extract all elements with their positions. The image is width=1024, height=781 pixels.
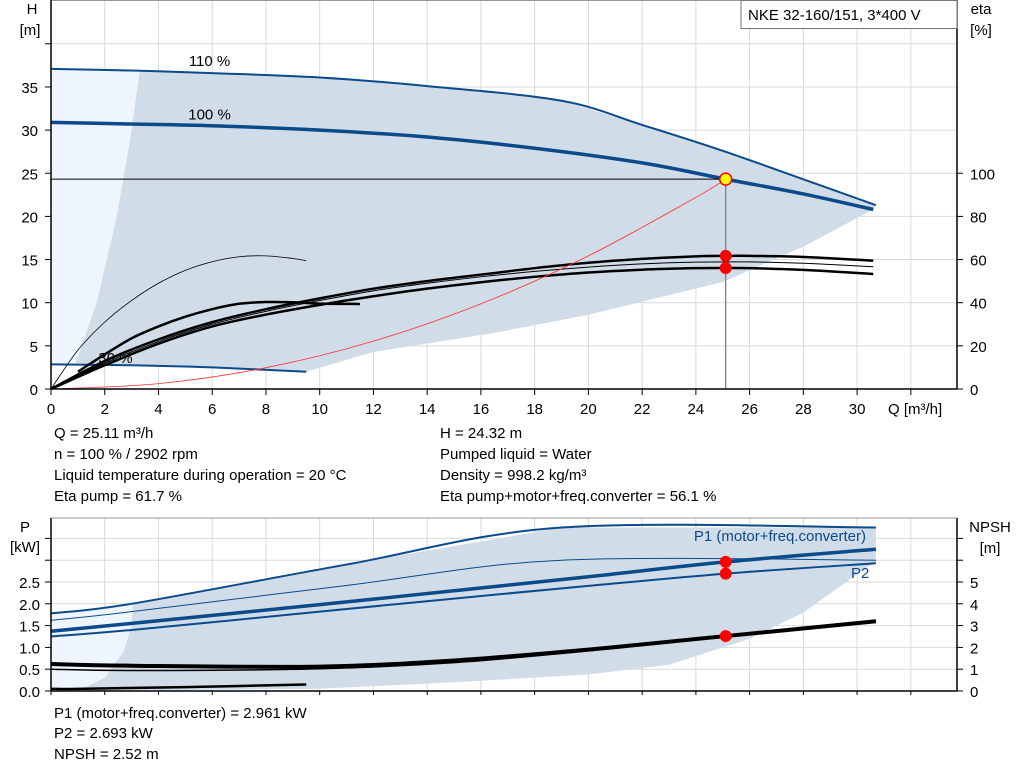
eta-curve xyxy=(77,300,361,373)
info-liquid: Pumped liquid = Water xyxy=(440,446,592,463)
y2-axis-unit: [%] xyxy=(970,22,992,39)
y2-tick-label: 1 xyxy=(970,662,978,679)
y-tick-label: 30 xyxy=(21,123,38,140)
npsh-point xyxy=(719,630,732,643)
x-tick-label: 4 xyxy=(154,401,162,418)
x-tick-label: 8 xyxy=(262,401,270,418)
eta-pump-point xyxy=(719,249,732,262)
y-tick-label: 35 xyxy=(21,80,38,97)
info-density: Density = 998.2 kg/m³ xyxy=(440,467,587,484)
y-tick-label: 1.5 xyxy=(19,619,40,636)
y2-tick-label: 4 xyxy=(970,597,978,614)
power-curve xyxy=(50,683,307,691)
y2-axis-label: NPSH xyxy=(969,519,1011,536)
x-tick-label: 6 xyxy=(208,401,216,418)
curve-label: 30 % xyxy=(98,350,132,367)
y2-tick-label: 60 xyxy=(970,253,987,270)
info-temperature: Liquid temperature during operation = 20… xyxy=(54,467,347,484)
eta-total-point xyxy=(719,261,732,274)
y-tick-label: 1.0 xyxy=(19,640,40,657)
x-tick-label: 22 xyxy=(634,401,651,418)
low-speed-range-area xyxy=(51,68,140,365)
y2-tick-label: 3 xyxy=(970,619,978,636)
eta-curve xyxy=(50,266,874,391)
x-tick-label: 14 xyxy=(419,401,436,418)
info-speed: n = 100 % / 2902 rpm xyxy=(54,446,198,463)
info-p2: P2 = 2.693 kW xyxy=(54,725,153,742)
info-p1: P1 (motor+freq.converter) = 2.961 kW xyxy=(54,705,307,722)
info-eta-pump: Eta pump = 61.7 % xyxy=(54,488,182,505)
x-tick-label: 30 xyxy=(849,401,866,418)
y-tick-label: 5 xyxy=(30,339,38,356)
operating-range-area xyxy=(75,70,876,372)
y2-tick-label: 0 xyxy=(970,382,978,399)
y2-tick-label: 100 xyxy=(970,166,995,183)
power-curve xyxy=(50,523,876,615)
info-q: Q = 25.11 m³/h xyxy=(54,425,154,442)
info-npsh: NPSH = 2.52 m xyxy=(54,746,159,763)
y-tick-label: 20 xyxy=(21,209,38,226)
x-axis-label: Q [m³/h] xyxy=(888,401,942,418)
p2-point xyxy=(719,567,732,580)
x-tick-label: 0 xyxy=(47,401,55,418)
x-tick-label: 2 xyxy=(101,401,109,418)
y2-tick-label: 0 xyxy=(970,684,978,701)
eta-curve xyxy=(50,254,874,391)
chart-title: NKE 32-160/151, 3*400 V xyxy=(748,7,921,24)
p1-point xyxy=(719,555,732,568)
system-curve xyxy=(50,178,726,390)
p2-curve-label: P2 xyxy=(851,565,869,582)
curve-label: 100 % xyxy=(188,107,231,124)
y-tick-label: 2.0 xyxy=(19,597,40,614)
curve-label: 110 % xyxy=(189,53,230,70)
info-head: H = 24.32 m xyxy=(440,425,523,442)
x-tick-label: 26 xyxy=(741,401,758,418)
x-tick-label: 12 xyxy=(365,401,382,418)
y2-tick-label: 5 xyxy=(970,575,978,592)
x-tick-label: 24 xyxy=(688,401,705,418)
x-tick-label: 20 xyxy=(580,401,597,418)
y2-tick-label: 40 xyxy=(970,296,987,313)
y-tick-label: 25 xyxy=(21,166,38,183)
power-curve xyxy=(50,557,876,621)
x-tick-label: 28 xyxy=(795,401,812,418)
y-tick-label: 0 xyxy=(30,382,38,399)
info-eta-total: Eta pump+motor+freq.converter = 56.1 % xyxy=(440,488,717,505)
head-curve-100 xyxy=(50,120,874,212)
y-axis-label: H xyxy=(27,1,38,18)
x-tick-label: 10 xyxy=(311,401,328,418)
y-tick-label: 0.5 xyxy=(19,662,40,679)
y2-axis-label: eta xyxy=(971,1,993,18)
head-curve-110 xyxy=(50,67,877,207)
y-axis-unit: [kW] xyxy=(10,539,40,556)
x-tick-label: 16 xyxy=(473,401,490,418)
y-tick-label: 15 xyxy=(21,253,38,270)
y2-tick-label: 80 xyxy=(970,209,987,226)
eta-curve xyxy=(50,255,307,390)
y-axis-label: P xyxy=(20,519,30,536)
x-tick-label: 18 xyxy=(526,401,543,418)
title-box xyxy=(740,0,958,29)
y-tick-label: 10 xyxy=(21,296,38,313)
y2-tick-label: 2 xyxy=(970,640,978,657)
y-tick-label: 2.5 xyxy=(19,575,40,592)
y-tick-label: 0.0 xyxy=(19,684,40,701)
eta-curve xyxy=(50,261,874,390)
p1-curve-label: P1 (motor+freq.converter) xyxy=(694,528,866,545)
operating-point xyxy=(718,172,733,186)
y2-axis-unit: [m] xyxy=(980,540,1001,557)
y-axis-unit: [m] xyxy=(20,22,41,39)
y2-tick-label: 20 xyxy=(970,339,987,356)
